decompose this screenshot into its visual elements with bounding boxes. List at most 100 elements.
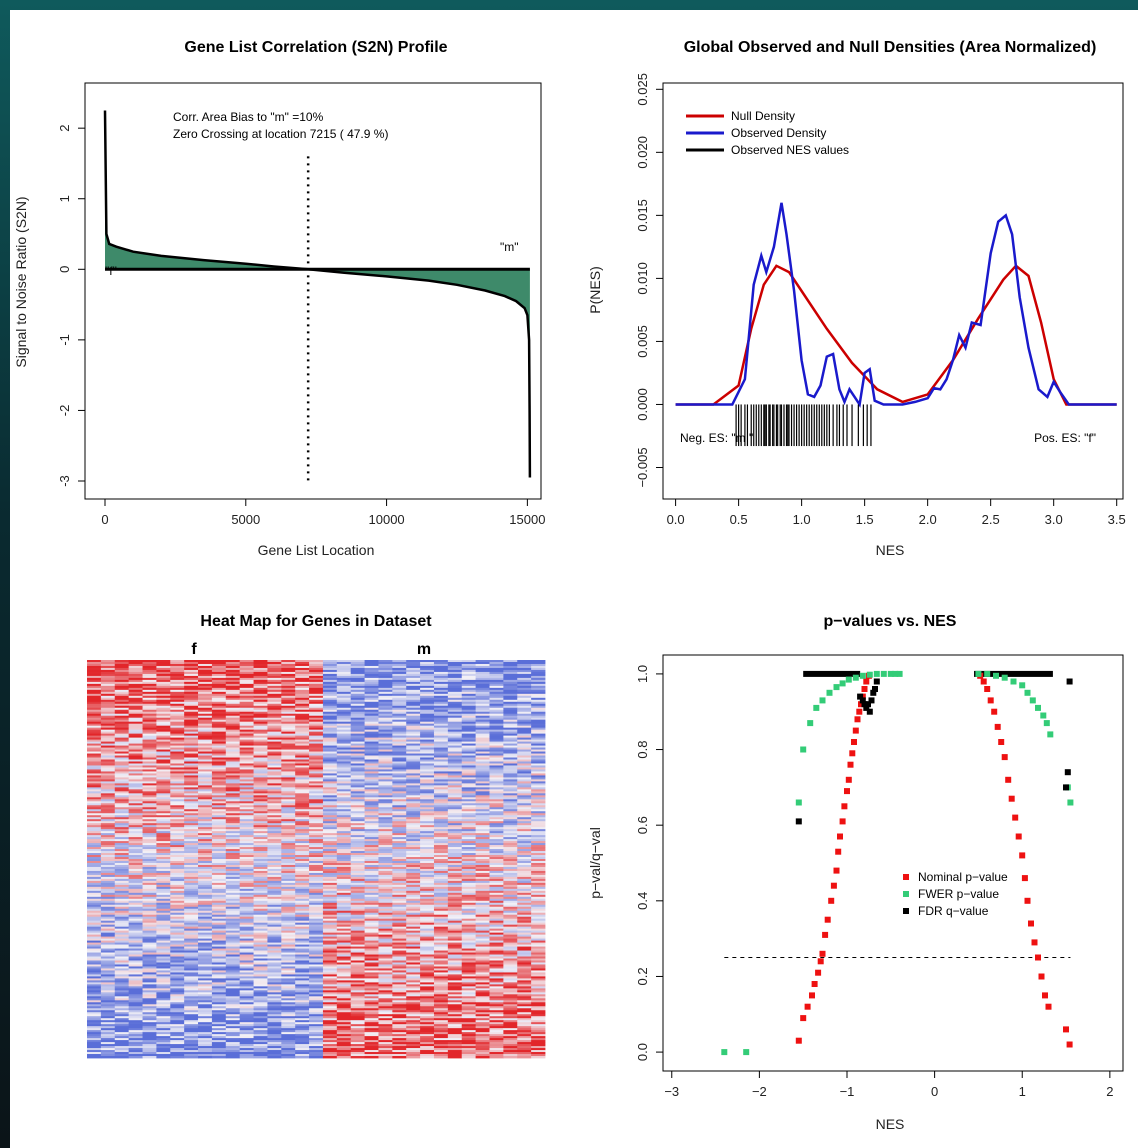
- heatmap-cell: [156, 783, 171, 786]
- heatmap-cell: [253, 803, 268, 806]
- heatmap-cell: [378, 928, 393, 932]
- heatmap-col-label-f: f: [191, 641, 197, 658]
- heatmap-cell: [378, 904, 393, 908]
- heatmap-cell: [517, 789, 532, 792]
- heatmap-cell: [87, 749, 102, 752]
- heatmap-cell: [211, 767, 227, 770]
- heatmap-cell: [433, 739, 449, 742]
- heatmap-cell: [87, 697, 102, 701]
- heatmap-cell: [475, 781, 490, 784]
- heatmap-cell: [198, 795, 213, 798]
- heatmap-cell: [461, 882, 477, 886]
- heatmap-cell: [364, 735, 379, 739]
- heatmap-cell: [198, 839, 213, 842]
- heatmap-cell: [447, 745, 463, 748]
- heatmap-cell: [364, 781, 379, 784]
- heatmap-cell: [225, 795, 241, 798]
- heatmap-cell: [378, 691, 393, 695]
- heatmap-cell: [253, 665, 268, 669]
- heatmap-cell: [253, 900, 268, 904]
- heatmap-cell: [225, 934, 241, 938]
- heatmap-cell: [295, 894, 310, 898]
- heatmap-cell: [475, 932, 490, 936]
- heatmap-cell: [433, 713, 449, 717]
- heatmap-cell: [100, 663, 116, 667]
- heatmap-cell: [211, 904, 227, 908]
- heatmap-cell: [336, 715, 352, 719]
- heatmap-cell: [406, 821, 421, 824]
- heatmap-cell: [198, 829, 213, 832]
- heatmap-cell: [295, 765, 310, 768]
- heatmap-cell: [267, 695, 282, 699]
- heatmap-cell: [295, 843, 310, 846]
- heatmap-cell: [517, 829, 532, 832]
- heatmap-cell: [114, 671, 130, 675]
- heatmap-cell: [100, 930, 116, 934]
- heatmap-cell: [156, 761, 171, 764]
- heatmap-cell: [350, 864, 365, 868]
- heatmap-cell: [211, 661, 227, 665]
- densities-x-axis: 0.0 0.5 1.0 1.5 2.0 2.5 3.0 3.5: [667, 499, 1126, 527]
- heatmap-cell: [100, 894, 116, 898]
- heatmap-cell: [503, 727, 518, 731]
- heatmap-cell: [239, 763, 254, 766]
- heatmap-cell: [336, 711, 352, 715]
- heatmap-cell: [225, 769, 241, 772]
- heatmap-cell: [406, 785, 421, 788]
- heatmap-cell: [364, 667, 379, 671]
- heatmap-cell: [475, 829, 490, 832]
- heatmap-cell: [309, 783, 324, 786]
- heatmap-cell: [295, 864, 310, 868]
- heatmap-cell: [128, 942, 143, 945]
- heatmap-cell: [406, 880, 421, 884]
- heatmap-cell: [392, 868, 407, 872]
- heatmap-cell: [128, 841, 143, 844]
- heatmap-cell: [87, 699, 102, 703]
- heatmap-cell: [128, 833, 143, 836]
- heatmap-cell: [350, 922, 365, 926]
- heatmap-cell: [392, 825, 407, 828]
- heatmap-cell: [239, 801, 254, 804]
- heatmap-cell: [309, 727, 324, 731]
- heatmap-cell: [336, 699, 352, 703]
- heatmap-cell: [142, 743, 157, 746]
- heatmap-cell: [309, 940, 324, 943]
- heatmap-cell: [531, 805, 546, 808]
- heatmap-cell: [531, 789, 546, 792]
- heatmap-cell: [309, 835, 324, 838]
- heatmap-cell: [531, 685, 546, 689]
- heatmap-cell: [364, 669, 379, 673]
- densities-title: Global Observed and Null Densities (Area…: [684, 39, 1097, 56]
- heatmap-cell: [295, 685, 310, 689]
- heatmap-cell: [142, 855, 157, 858]
- heatmap-cell: [198, 860, 213, 864]
- heatmap-cell: [142, 695, 157, 699]
- heatmap-cell: [392, 946, 407, 949]
- heatmap-cell: [322, 771, 338, 774]
- heatmap-cell: [433, 703, 449, 707]
- figure-canvas: Gene List Correlation (S2N) Profile 0 500…: [13, 39, 1126, 1132]
- heatmap-cell: [350, 763, 365, 766]
- heatmap-cell: [281, 757, 296, 760]
- heatmap-cell: [336, 821, 352, 824]
- heatmap-cell: [475, 721, 490, 725]
- heatmap-cell: [281, 693, 296, 697]
- heatmap-cell: [198, 727, 213, 731]
- heatmap-cell: [211, 898, 227, 902]
- heatmap-cell: [336, 807, 352, 810]
- heatmap-cell: [225, 679, 241, 683]
- s2n-y-label: Signal to Noise Ratio (S2N): [13, 196, 29, 367]
- heatmap-cell: [322, 781, 338, 784]
- heatmap-cell: [420, 928, 435, 932]
- heatmap-cell: [184, 783, 199, 786]
- s2n-x-tick-label: 10000: [369, 512, 405, 527]
- heatmap-cell: [295, 679, 310, 683]
- heatmap-cell: [100, 936, 116, 939]
- heatmap-cell: [350, 743, 365, 746]
- heatmap-cell: [295, 705, 310, 709]
- heatmap-cell: [253, 938, 268, 941]
- heatmap-cell: [114, 789, 130, 792]
- heatmap-cell: [114, 721, 130, 725]
- heatmap-cell: [114, 827, 130, 830]
- heatmap-cell: [378, 663, 393, 667]
